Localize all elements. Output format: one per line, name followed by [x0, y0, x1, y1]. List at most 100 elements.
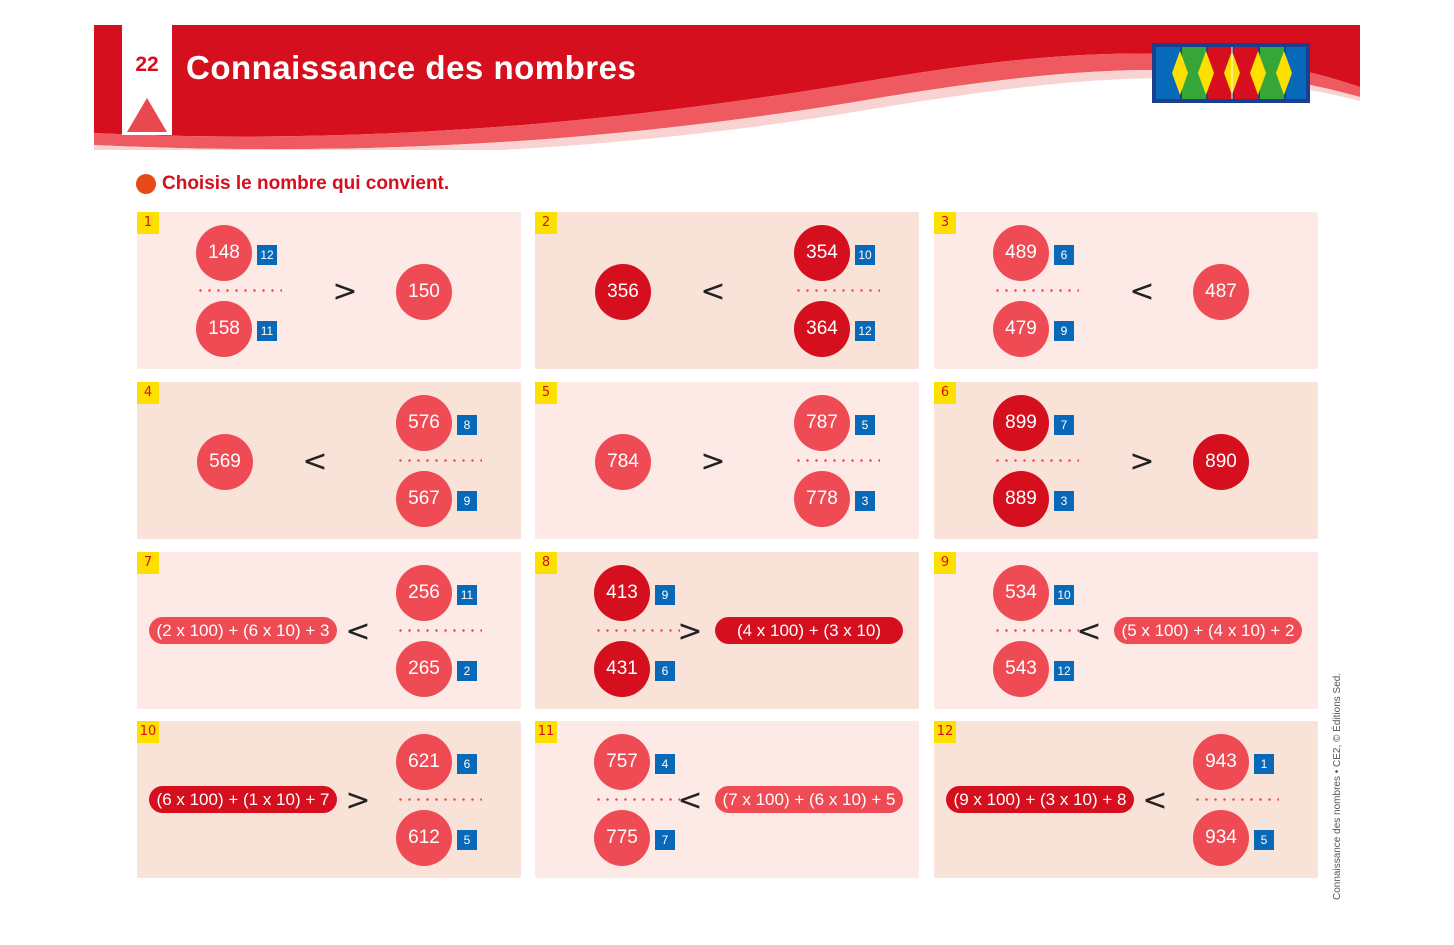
number-choice-top[interactable]: 943: [1193, 734, 1249, 790]
comparison-operator: >: [677, 614, 703, 649]
number-choice-bottom[interactable]: 158: [196, 301, 252, 357]
comparison-operator: <: [1129, 274, 1155, 309]
expression-pill: (7 x 100) + (6 x 10) + 5: [715, 786, 903, 813]
number-choice-top[interactable]: 148: [196, 225, 252, 281]
score-tag: 5: [457, 830, 477, 850]
number-choice-bottom[interactable]: 775: [594, 810, 650, 866]
page-tab-triangle: [127, 98, 167, 132]
number-choice-top[interactable]: 489: [993, 225, 1049, 281]
exercise-card: 5 784 787 5 778 3 >: [535, 382, 919, 539]
exercise-card: 3 489 6 479 9 487 <: [934, 212, 1318, 369]
dotted-separator: [993, 289, 1079, 292]
exercise-number-badge: 11: [535, 721, 557, 743]
number-choice-top[interactable]: 256: [396, 565, 452, 621]
score-tag: 5: [1254, 830, 1274, 850]
number-value: 784: [595, 434, 651, 490]
dotted-separator: [594, 629, 680, 632]
number-choice-bottom[interactable]: 431: [594, 641, 650, 697]
score-tag: 3: [855, 491, 875, 511]
exercise-number-badge: 6: [934, 382, 956, 404]
number-choice-bottom[interactable]: 889: [993, 471, 1049, 527]
dotted-separator: [993, 459, 1079, 462]
bullet-icon: [136, 174, 156, 194]
dotted-separator: [1193, 798, 1279, 801]
comparison-operator: >: [345, 783, 371, 818]
comparison-operator: >: [700, 444, 726, 479]
exercise-number-badge: 1: [137, 212, 159, 234]
dotted-separator: [794, 459, 880, 462]
score-tag: 12: [257, 245, 277, 265]
page-title: Connaissance des nombres: [186, 49, 637, 86]
score-tag: 10: [1054, 585, 1074, 605]
number-choice-top[interactable]: 757: [594, 734, 650, 790]
number-choice-top[interactable]: 787: [794, 395, 850, 451]
score-tag: 7: [1054, 415, 1074, 435]
instruction: Choisis le nombre qui convient.: [136, 171, 449, 197]
score-tag: 10: [855, 245, 875, 265]
comparison-operator: <: [345, 614, 371, 649]
score-tag: 7: [655, 830, 675, 850]
number-value: 150: [396, 264, 452, 320]
score-tag: 12: [1054, 661, 1074, 681]
score-tag: 12: [855, 321, 875, 341]
score-tag: 1: [1254, 754, 1274, 774]
exercise-card: 1 148 12 158 11 150 >: [137, 212, 521, 369]
score-tag: 9: [1054, 321, 1074, 341]
expression-pill: (5 x 100) + (4 x 10) + 2: [1114, 617, 1302, 644]
number-value: 487: [1193, 264, 1249, 320]
credit-line: Connaissance des nombres • CE2, © Éditio…: [1332, 672, 1343, 900]
score-tag: 5: [855, 415, 875, 435]
score-tag: 11: [257, 321, 277, 341]
exercise-number-badge: 4: [137, 382, 159, 404]
dotted-separator: [594, 798, 680, 801]
number-choice-top[interactable]: 534: [993, 565, 1049, 621]
exercise-card: 10 (6 x 100) + (1 x 10) + 7 621 6 612 5 >: [137, 721, 521, 878]
number-choice-bottom[interactable]: 479: [993, 301, 1049, 357]
number-choice-top[interactable]: 576: [396, 395, 452, 451]
expression-pill: (6 x 100) + (1 x 10) + 7: [149, 786, 337, 813]
dotted-separator: [196, 289, 282, 292]
comparison-operator: >: [1129, 444, 1155, 479]
number-choice-bottom[interactable]: 543: [993, 641, 1049, 697]
score-tag: 2: [457, 661, 477, 681]
dotted-separator: [794, 289, 880, 292]
number-choice-top[interactable]: 899: [993, 395, 1049, 451]
number-choice-top[interactable]: 413: [594, 565, 650, 621]
number-choice-top[interactable]: 354: [794, 225, 850, 281]
number-value: 356: [595, 264, 651, 320]
comparison-operator: <: [1076, 614, 1102, 649]
number-value: 569: [197, 434, 253, 490]
exercise-card: 12 (9 x 100) + (3 x 10) + 8 943 1 934 5 <: [934, 721, 1318, 878]
exercise-number-badge: 2: [535, 212, 557, 234]
number-choice-bottom[interactable]: 567: [396, 471, 452, 527]
page-number-tab: 22: [122, 25, 172, 135]
number-choice-bottom[interactable]: 778: [794, 471, 850, 527]
score-tag: 3: [1054, 491, 1074, 511]
expression-pill: (9 x 100) + (3 x 10) + 8: [946, 786, 1134, 813]
score-tag: 6: [655, 661, 675, 681]
comparison-operator: <: [700, 274, 726, 309]
exercise-card: 11 757 4 775 7 (7 x 100) + (6 x 10) + 5 <: [535, 721, 919, 878]
score-tag: 9: [655, 585, 675, 605]
number-choice-bottom[interactable]: 612: [396, 810, 452, 866]
comparison-operator: <: [1142, 783, 1168, 818]
exercise-card: 9 534 10 543 12 (5 x 100) + (4 x 10) + 2 <: [934, 552, 1318, 709]
page-number: 22: [135, 53, 159, 76]
exercise-number-badge: 5: [535, 382, 557, 404]
expression-pill: (2 x 100) + (6 x 10) + 3: [149, 617, 337, 644]
exercise-number-badge: 3: [934, 212, 956, 234]
exercise-card: 4 569 576 8 567 9 <: [137, 382, 521, 539]
number-choice-bottom[interactable]: 934: [1193, 810, 1249, 866]
score-tag: 6: [457, 754, 477, 774]
comparison-operator: <: [302, 444, 328, 479]
dotted-separator: [396, 798, 482, 801]
number-choice-top[interactable]: 621: [396, 734, 452, 790]
exercise-number-badge: 8: [535, 552, 557, 574]
score-tag: 6: [1054, 245, 1074, 265]
number-choice-bottom[interactable]: 364: [794, 301, 850, 357]
exercise-number-badge: 10: [137, 721, 159, 743]
diamond-pattern-logo-icon: [1152, 43, 1310, 107]
dotted-separator: [993, 629, 1079, 632]
dotted-separator: [396, 459, 482, 462]
number-choice-bottom[interactable]: 265: [396, 641, 452, 697]
